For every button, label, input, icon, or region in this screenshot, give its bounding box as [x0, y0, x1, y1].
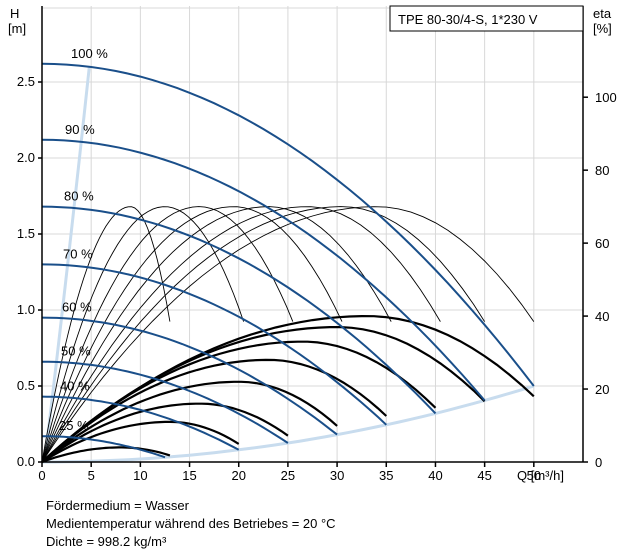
note-density: Dichte = 998.2 kg/m³	[46, 534, 167, 549]
medium-notes: Fördermedium = Wasser Medientemperatur w…	[46, 497, 336, 551]
efficiency-curve	[41, 340, 437, 463]
eta-axis-label-top: eta	[593, 6, 612, 21]
eta-tick-label: 60	[595, 236, 609, 251]
eta-tick-label: 40	[595, 309, 609, 324]
efficiency-curve	[41, 446, 171, 464]
eta-axis-label-unit: [%]	[593, 21, 612, 36]
pump-curve	[41, 62, 535, 387]
y-tick-label: 2.0	[17, 150, 35, 165]
pump-curve	[41, 263, 387, 426]
pump-curve-label: 90 %	[65, 122, 95, 137]
x-tick-label: 40	[428, 468, 442, 483]
x-tick-label: 0	[38, 468, 45, 483]
y-tick-label: 2.5	[17, 74, 35, 89]
pump-curve-label: 80 %	[64, 189, 94, 204]
pump-curve-label: 70 %	[63, 246, 93, 261]
y-tick-label: 0.5	[17, 378, 35, 393]
x-tick-label: 30	[330, 468, 344, 483]
chart-title: TPE 80-30/4-S, 1*230 V	[398, 12, 538, 27]
pump-curve-label: 50 %	[61, 344, 91, 359]
power-curve	[41, 206, 441, 463]
title-box	[389, 5, 584, 32]
pump-curve-label: 100 %	[71, 46, 108, 61]
eta-tick-label: 20	[595, 382, 609, 397]
eta-tick-label: 80	[595, 163, 609, 178]
pump-curve-label: 40 %	[60, 379, 90, 394]
system-curve-envelope	[43, 67, 91, 460]
pump-curve-label: 25 %	[59, 418, 89, 433]
pump-curve	[42, 360, 289, 444]
power-curve	[41, 206, 485, 463]
power-curve	[41, 206, 535, 463]
efficiency-curve	[41, 380, 338, 463]
pump-curve-label: 60 %	[62, 300, 92, 315]
y-tick-label: 1.0	[17, 302, 35, 317]
x-tick-label: 50	[527, 468, 541, 483]
axes	[38, 6, 588, 467]
y-axis-label-top: H	[10, 6, 19, 21]
y-tick-label: 1.5	[17, 226, 35, 241]
y-axis-label-unit: [m]	[8, 21, 26, 36]
grid	[42, 6, 583, 462]
x-tick-label: 5	[88, 468, 95, 483]
power-curve	[41, 206, 343, 463]
efficiency-curve	[41, 420, 240, 463]
eta-tick-label: 100	[595, 90, 617, 105]
power-curve	[41, 206, 294, 463]
pump-curve	[41, 205, 437, 415]
power-curve	[41, 206, 171, 463]
pump-curve	[41, 316, 338, 436]
x-tick-label: 20	[231, 468, 245, 483]
power-curve	[41, 206, 392, 463]
efficiency-curve	[41, 358, 388, 463]
curves-layer	[41, 62, 535, 464]
pump-curve	[41, 138, 486, 402]
x-tick-label: 45	[477, 468, 491, 483]
note-medium: Fördermedium = Wasser	[46, 498, 189, 513]
y-tick-label: 0.0	[17, 454, 35, 469]
x-tick-label: 10	[133, 468, 147, 483]
x-axis-label: Q [m³/h]	[517, 468, 564, 483]
labels-layer: 0.0 0.5 1.0 1.5 2.0 2.5 0 20 40 60 80 100 0 5 10 15 20 25…	[17, 46, 617, 483]
x-tick-label: 35	[379, 468, 393, 483]
efficiency-curve	[41, 402, 289, 463]
x-tick-label: 15	[182, 468, 196, 483]
pump-curve	[41, 395, 240, 451]
note-temperature: Medientemperatur während des Betriebes =…	[46, 516, 336, 531]
x-tick-label: 25	[281, 468, 295, 483]
pump-curve	[42, 435, 166, 459]
eta-tick-label: 0	[595, 455, 602, 470]
